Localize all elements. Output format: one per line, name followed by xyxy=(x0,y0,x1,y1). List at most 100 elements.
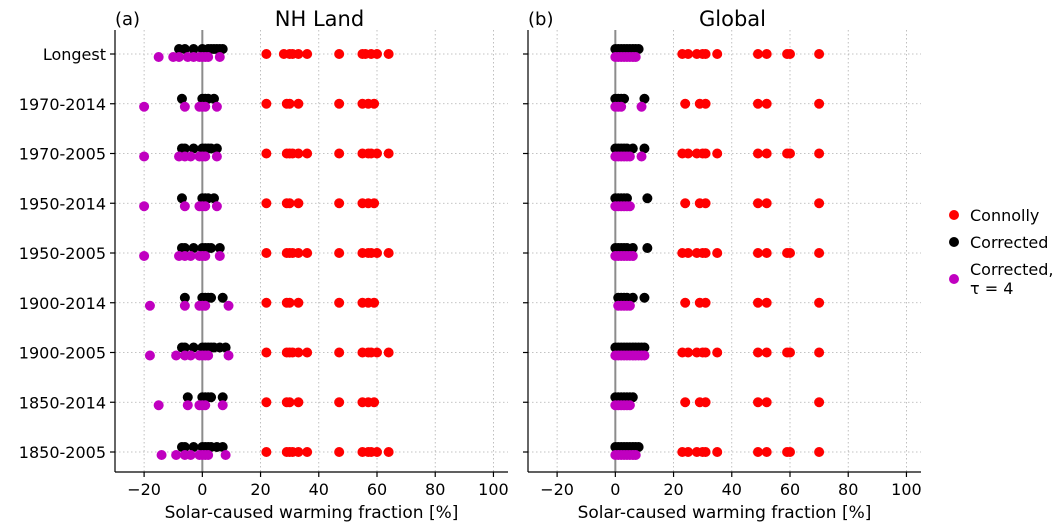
data-point xyxy=(383,447,394,457)
data-point xyxy=(814,198,825,209)
data-point xyxy=(700,297,711,308)
data-point xyxy=(200,251,211,261)
data-point xyxy=(639,342,650,353)
x-tick-label: 100 xyxy=(478,480,509,499)
data-point xyxy=(214,52,225,62)
data-point xyxy=(217,400,228,411)
x-tick-label: 40 xyxy=(722,480,742,499)
data-point xyxy=(206,392,217,403)
x-tick-label: 0 xyxy=(197,480,207,499)
data-point xyxy=(369,297,380,308)
data-point xyxy=(293,447,304,457)
data-point xyxy=(700,447,711,457)
data-point xyxy=(200,400,211,411)
panel-title: NH Land xyxy=(275,7,364,31)
series-corrected-tau4 xyxy=(139,52,234,460)
y-tick-label: 1950-2005 xyxy=(19,244,106,263)
data-point xyxy=(176,193,187,204)
data-point xyxy=(220,450,231,460)
data-point xyxy=(627,243,638,253)
y-tick-label: 1850-2005 xyxy=(19,443,106,462)
data-point xyxy=(211,201,222,212)
data-point xyxy=(144,350,155,361)
data-point xyxy=(627,292,638,303)
panel-a: −20 0 20 40 60 80 100 Longest 1970-2014 1970-2005… xyxy=(19,7,509,523)
data-point xyxy=(712,248,723,258)
data-point xyxy=(217,44,228,54)
data-point xyxy=(712,447,723,457)
data-point xyxy=(293,49,304,59)
data-point xyxy=(752,198,763,209)
data-point xyxy=(200,101,211,112)
data-point xyxy=(261,49,272,59)
x-tick-label: −20 xyxy=(540,480,574,499)
data-point xyxy=(383,148,394,159)
data-point xyxy=(139,201,150,212)
data-point xyxy=(302,248,313,258)
data-point xyxy=(814,49,825,59)
data-point xyxy=(211,143,222,154)
data-point xyxy=(293,198,304,209)
data-point xyxy=(761,397,772,408)
data-point xyxy=(383,248,394,258)
y-tick-label: 1970-2005 xyxy=(19,145,106,164)
data-point xyxy=(761,198,772,209)
data-point xyxy=(179,243,190,253)
data-point xyxy=(761,98,772,109)
data-point xyxy=(156,450,167,460)
data-point xyxy=(633,44,644,54)
x-tick-label: 60 xyxy=(367,480,387,499)
data-point xyxy=(761,447,772,457)
x-tick-label: 60 xyxy=(780,480,800,499)
data-point xyxy=(188,143,199,154)
data-point xyxy=(383,49,394,59)
data-point xyxy=(261,248,272,258)
data-point xyxy=(814,297,825,308)
panel-title: Global xyxy=(699,7,766,31)
data-point xyxy=(785,248,795,258)
data-point xyxy=(261,198,272,209)
series-corrected xyxy=(174,44,231,452)
data-point xyxy=(700,148,711,159)
data-point xyxy=(642,243,653,253)
data-point xyxy=(334,49,345,59)
y-tick-label: 1970-2014 xyxy=(19,95,106,114)
data-point xyxy=(182,392,193,403)
data-point xyxy=(153,400,164,411)
data-point xyxy=(208,193,219,204)
data-point xyxy=(627,392,638,403)
panel-b: −20 0 20 40 60 80 100 Solar-caused warming frac… xyxy=(523,7,922,523)
data-point xyxy=(752,49,763,59)
data-point xyxy=(369,198,380,209)
data-point xyxy=(761,248,772,258)
x-tick-label: 80 xyxy=(838,480,858,499)
legend-label: Corrected xyxy=(970,233,1048,252)
data-point xyxy=(616,101,627,112)
data-point xyxy=(761,297,772,308)
data-point xyxy=(220,342,231,353)
series-connolly xyxy=(261,49,394,457)
data-point xyxy=(211,151,222,162)
data-point xyxy=(630,450,641,460)
data-point xyxy=(302,447,313,457)
data-point xyxy=(179,342,190,353)
data-point xyxy=(752,248,763,258)
data-point xyxy=(153,52,164,62)
data-point xyxy=(293,347,304,358)
data-point xyxy=(284,397,295,408)
series-corrected xyxy=(610,44,653,452)
data-point xyxy=(200,151,211,162)
data-point xyxy=(171,350,182,361)
data-point xyxy=(624,400,635,411)
y-tick-label: 1950-2014 xyxy=(19,194,106,213)
data-point xyxy=(752,297,763,308)
data-point xyxy=(785,148,795,159)
data-point xyxy=(261,297,272,308)
data-point xyxy=(185,151,196,162)
data-point xyxy=(302,49,313,59)
data-point xyxy=(261,98,272,109)
data-point xyxy=(185,251,196,261)
data-point xyxy=(334,98,345,109)
data-point xyxy=(334,447,345,457)
data-point xyxy=(334,148,345,159)
